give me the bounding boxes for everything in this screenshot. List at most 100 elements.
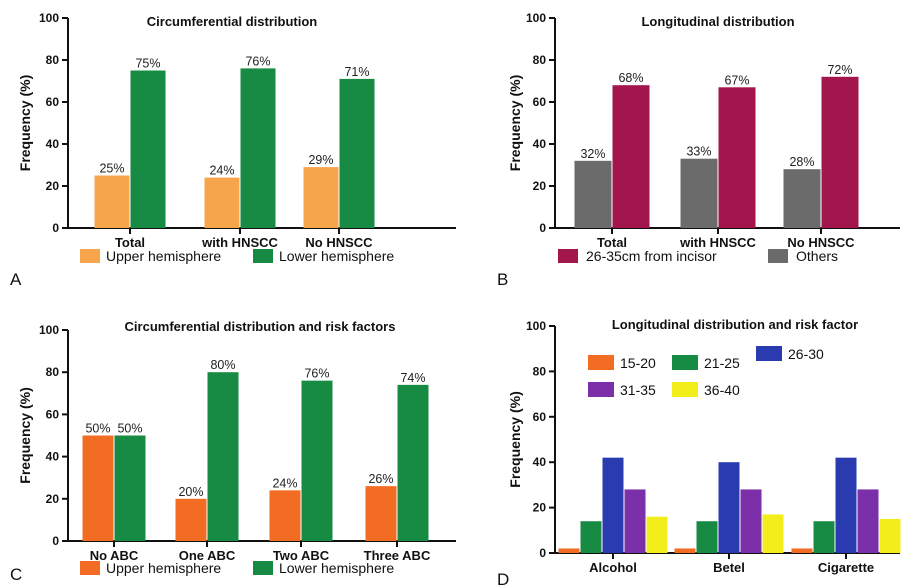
legend-swatch [768, 249, 788, 263]
x-tick-label: No ABC [90, 548, 139, 563]
panel-c: Circumferential distribution and risk fa… [10, 319, 456, 584]
y-tick-label: 100 [526, 319, 546, 333]
y-tick-label: 0 [52, 534, 59, 548]
bar-lower-hemisphere-total [130, 70, 166, 228]
bar-21-25-cigarette [813, 521, 835, 553]
data-label: 71% [344, 65, 369, 79]
legend-entry: 21-25 [704, 355, 740, 371]
legend-swatch [672, 382, 698, 397]
bar-36-40-betel [762, 514, 784, 553]
legend-swatch [253, 249, 273, 263]
legend-entry: 15-20 [620, 355, 656, 371]
y-tick-label: 0 [539, 221, 546, 235]
data-label: 29% [308, 153, 333, 167]
legend-entry: Lower hemisphere [279, 248, 394, 264]
data-label: 80% [210, 358, 235, 372]
y-tick-label: 60 [533, 95, 547, 109]
bar-upper-hemisphere-one-abc [175, 498, 207, 541]
y-tick-label: 100 [526, 11, 546, 25]
bar-lower-hemisphere-no-hnscc [339, 78, 375, 229]
bar-26-35cm-from-incisor-total [612, 85, 650, 228]
legend-entry: 36-40 [704, 382, 740, 398]
y-tick-label: 100 [39, 11, 59, 25]
legend-entry: Upper hemisphere [106, 560, 221, 576]
bar-31-35-cigarette [857, 489, 879, 553]
y-tick-label: 20 [46, 492, 60, 506]
y-tick-label: 80 [533, 364, 547, 378]
legend: 26-35cm from incisor Others [558, 248, 838, 264]
legend-entry: 26-30 [788, 346, 824, 362]
data-label: 74% [400, 371, 425, 385]
x-tick-label: One ABC [179, 548, 236, 563]
y-tick-label: 40 [46, 137, 60, 151]
legend-entry: Lower hemisphere [279, 560, 394, 576]
y-tick-label: 20 [533, 179, 547, 193]
data-label: 76% [245, 54, 270, 68]
bar-21-25-betel [696, 521, 718, 553]
chart-title: Longitudinal distribution and risk facto… [612, 317, 858, 332]
legend-swatch [558, 249, 578, 263]
bar-21-25-alcohol [580, 521, 602, 553]
data-label: 50% [85, 422, 110, 436]
bar-15-20-cigarette [791, 548, 813, 553]
bar-26-30-alcohol [602, 457, 624, 553]
panel-label: A [10, 270, 22, 289]
legend-swatch [672, 355, 698, 370]
y-tick-label: 40 [533, 137, 547, 151]
y-tick-label: 80 [533, 53, 547, 67]
panel-label: D [497, 570, 509, 585]
y-tick-label: 80 [46, 53, 60, 67]
legend: 15-20 21-25 26-30 31-35 36-40 [588, 346, 824, 398]
data-label: 24% [209, 164, 234, 178]
y-tick-label: 20 [533, 501, 547, 515]
bar-others-total [574, 160, 612, 228]
y-axis-label: Frequency (%) [507, 75, 523, 171]
data-label: 67% [724, 73, 749, 87]
bar-lower-hemisphere-with-hnscc [240, 68, 276, 229]
bar-others-with-hnscc [680, 158, 718, 228]
bar-upper-hemisphere-no-hnscc [303, 167, 339, 228]
panel-label: C [10, 565, 22, 584]
legend-swatch [253, 561, 273, 575]
bar-15-20-betel [674, 548, 696, 553]
data-label: 20% [178, 485, 203, 499]
x-tick-label: Total [115, 235, 145, 250]
y-tick-label: 60 [46, 407, 60, 421]
data-label: 24% [272, 476, 297, 490]
legend: Upper hemisphere Lower hemisphere [80, 248, 394, 264]
bar-lower-hemisphere-two-abc [301, 380, 333, 541]
legend-entry: 26-35cm from incisor [586, 248, 717, 264]
y-axis-label: Frequency (%) [17, 75, 33, 171]
bar-lower-hemisphere-no-abc [114, 435, 146, 541]
bar-15-20-alcohol [558, 548, 580, 553]
bar-31-35-alcohol [624, 489, 646, 553]
x-tick-label: with HNSCC [201, 235, 278, 250]
x-tick-label: Two ABC [273, 548, 330, 563]
data-label: 33% [686, 145, 711, 159]
x-tick-label: Alcohol [589, 560, 637, 575]
chart-title: Circumferential distribution [147, 14, 318, 29]
bar-26-30-cigarette [835, 457, 857, 553]
data-label: 76% [304, 367, 329, 381]
y-tick-label: 20 [46, 179, 60, 193]
bar-26-35cm-from-incisor-no-hnscc [821, 76, 859, 228]
bar-31-35-betel [740, 489, 762, 553]
y-tick-label: 100 [39, 323, 59, 337]
bar-upper-hemisphere-two-abc [269, 490, 301, 541]
panel-label: B [497, 270, 508, 289]
y-tick-label: 0 [539, 546, 546, 560]
bar-26-35cm-from-incisor-with-hnscc [718, 87, 756, 228]
legend-swatch [80, 249, 100, 263]
legend-entry: 31-35 [620, 382, 656, 398]
chart-title: Circumferential distribution and risk fa… [125, 319, 396, 334]
bar-upper-hemisphere-with-hnscc [204, 177, 240, 228]
x-tick-label: with HNSCC [679, 235, 756, 250]
bar-26-30-betel [718, 462, 740, 553]
legend-entry: Upper hemisphere [106, 248, 221, 264]
data-label: 25% [99, 162, 124, 176]
data-label: 50% [117, 422, 142, 436]
x-tick-label: Cigarette [818, 560, 874, 575]
legend-swatch [588, 355, 614, 370]
y-tick-label: 60 [46, 95, 60, 109]
